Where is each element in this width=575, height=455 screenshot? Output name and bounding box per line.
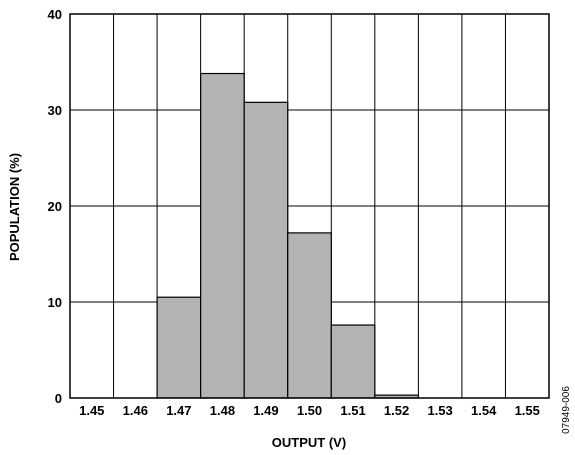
bar: [156, 296, 202, 399]
bars: [156, 72, 419, 399]
x-tick-labels: 1.45 1.46 1.47 1.48 1.49 1.50 1.51 1.52 1.53 1.54…: [79, 403, 540, 418]
bar: [330, 324, 376, 399]
x-tick-label: 1.49: [253, 403, 278, 418]
x-tick-label: 1.51: [340, 403, 365, 418]
y-tick-labels: 0 10 20 30 40: [48, 7, 62, 406]
y-tick-label: 30: [48, 103, 62, 118]
y-axis-title: POPULATION (%): [7, 153, 22, 261]
x-tick-label: 1.54: [471, 403, 497, 418]
bar: [287, 232, 332, 399]
x-tick-label: 1.47: [166, 403, 191, 418]
bar: [243, 101, 289, 399]
x-tick-label: 1.46: [123, 403, 148, 418]
x-tick-label: 1.53: [427, 403, 452, 418]
y-tick-label: 40: [48, 7, 62, 22]
figure-id: 07949-006: [561, 386, 572, 434]
x-tick-label: 1.48: [210, 403, 235, 418]
x-tick-label: 1.45: [79, 403, 104, 418]
plot-frame: [69, 13, 550, 399]
y-tick-label: 10: [48, 295, 62, 310]
x-tick-label: 1.55: [515, 403, 540, 418]
bar: [200, 72, 245, 399]
x-axis-title: OUTPUT (V): [272, 435, 346, 450]
x-tick-label: 1.50: [297, 403, 322, 418]
y-tick-label: 0: [55, 391, 62, 406]
x-tick-label: 1.52: [384, 403, 409, 418]
y-tick-label: 20: [48, 199, 62, 214]
